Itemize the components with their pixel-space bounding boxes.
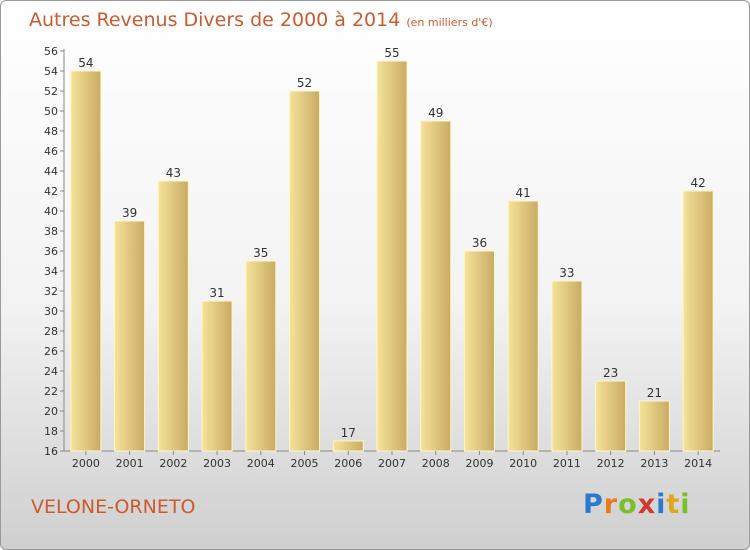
data-label: 39 [122, 206, 137, 220]
y-tick-label: 22 [44, 385, 58, 398]
data-label: 41 [516, 186, 531, 200]
data-label: 35 [253, 246, 268, 260]
y-tick-label: 48 [44, 125, 58, 138]
data-label: 36 [472, 236, 487, 250]
y-tick-label: 50 [44, 105, 58, 118]
bar [201, 300, 233, 452]
data-label: 17 [341, 426, 356, 440]
y-tick-label: 54 [44, 65, 58, 78]
y-tick-label: 32 [44, 285, 58, 298]
y-tick-label: 46 [44, 145, 58, 158]
y-tick-label: 36 [44, 245, 58, 258]
y-tick-label: 30 [44, 305, 58, 318]
proxiti-logo: Proxiti [583, 489, 691, 520]
data-label: 49 [428, 106, 443, 120]
bar [595, 380, 627, 452]
bar [551, 280, 583, 452]
chart-title: Autres Revenus Divers de 2000 à 2014 (en … [29, 9, 493, 31]
bar [289, 90, 321, 452]
data-label: 55 [384, 46, 399, 60]
title-text: Autres Revenus Divers de 2000 à 2014 [29, 9, 401, 31]
x-tick-label: 2001 [116, 457, 144, 470]
y-tick-label: 38 [44, 225, 58, 238]
bar [70, 70, 102, 452]
y-tick-label: 26 [44, 345, 58, 358]
unit-note: (en milliers d'€) [406, 16, 493, 29]
y-tick-label: 20 [44, 405, 58, 418]
bar [463, 250, 495, 452]
bar [682, 190, 714, 452]
data-label: 54 [78, 56, 93, 70]
x-tick-label: 2007 [378, 457, 406, 470]
bar [245, 260, 277, 452]
bar [507, 200, 539, 452]
x-tick-label: 2012 [597, 457, 625, 470]
y-tick-label: 52 [44, 85, 58, 98]
bar [638, 400, 670, 452]
y-tick-label: 44 [44, 165, 58, 178]
y-tick-label: 28 [44, 325, 58, 338]
bar [114, 220, 146, 452]
x-tick-label: 2002 [159, 457, 187, 470]
y-tick-label: 18 [44, 425, 58, 438]
data-label: 21 [647, 386, 662, 400]
x-tick-label: 2009 [465, 457, 493, 470]
data-label: 43 [166, 166, 181, 180]
x-tick-label: 2006 [334, 457, 362, 470]
x-tick-label: 2005 [291, 457, 319, 470]
x-tick-label: 2008 [422, 457, 450, 470]
y-tick-label: 34 [44, 265, 58, 278]
y-tick-label: 42 [44, 185, 58, 198]
y-tick-label: 24 [44, 365, 58, 378]
place-name: VELONE-ORNETO [31, 496, 196, 518]
x-tick-label: 2003 [203, 457, 231, 470]
y-tick-label: 40 [44, 205, 58, 218]
bar [420, 120, 452, 452]
x-tick-label: 2013 [640, 457, 668, 470]
x-tick-label: 2010 [509, 457, 537, 470]
data-label: 52 [297, 76, 312, 90]
x-tick-label: 2014 [684, 457, 712, 470]
bar [376, 60, 408, 452]
data-label: 42 [690, 176, 705, 190]
bar [332, 440, 364, 452]
x-tick-label: 2011 [553, 457, 581, 470]
data-label: 31 [209, 286, 224, 300]
y-tick-label: 56 [44, 45, 58, 58]
x-tick-label: 2000 [72, 457, 100, 470]
data-label: 33 [559, 266, 574, 280]
y-tick-label: 16 [44, 445, 58, 458]
x-tick-label: 2004 [247, 457, 275, 470]
bar [157, 180, 189, 452]
data-label: 23 [603, 366, 618, 380]
